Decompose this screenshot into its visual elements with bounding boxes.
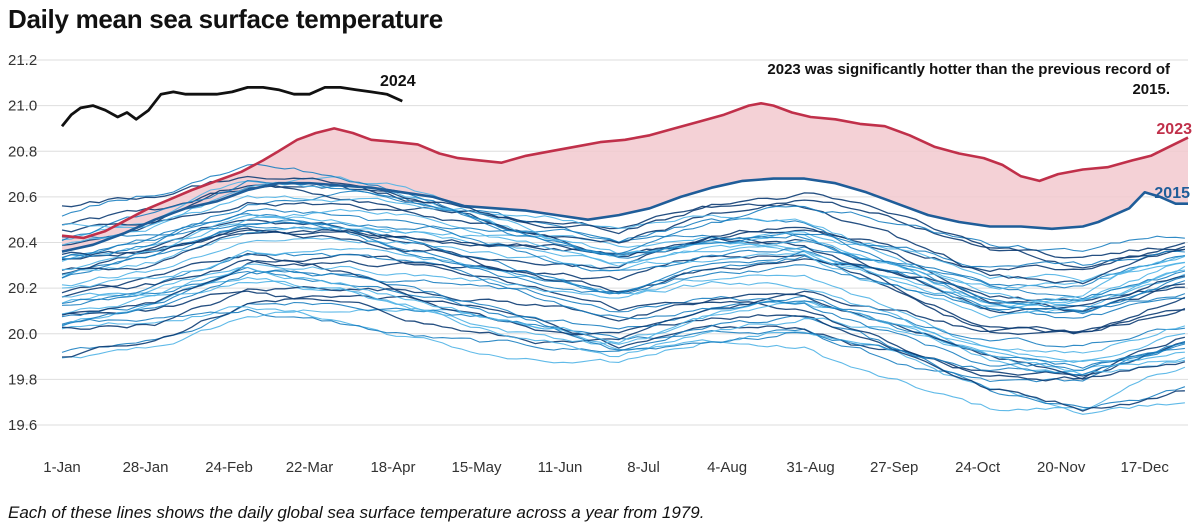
x-tick-label: 17-Dec bbox=[1121, 459, 1170, 476]
y-tick-label: 20.0 bbox=[8, 326, 37, 343]
series-label-2015: 2015 bbox=[1154, 185, 1190, 202]
historic-year-line bbox=[61, 226, 1185, 305]
x-tick-label: 20-Nov bbox=[1037, 459, 1086, 476]
historic-year-line bbox=[61, 253, 1185, 333]
historic-year-line bbox=[61, 195, 1186, 306]
historic-year-line bbox=[61, 280, 1186, 376]
series-line-2024 bbox=[60, 86, 403, 128]
historic-year-line bbox=[61, 175, 1186, 259]
historic-year-line bbox=[61, 254, 1186, 335]
x-tick-label: 24-Oct bbox=[955, 459, 1001, 476]
x-tick-label: 27-Sep bbox=[870, 459, 918, 476]
y-tick-label: 19.6 bbox=[8, 417, 37, 434]
series-label-2023: 2023 bbox=[1156, 121, 1192, 138]
series-labels: 2024 2023 2015 bbox=[380, 73, 1192, 202]
x-tick-label: 11-Jun bbox=[538, 459, 583, 476]
y-tick-label: 20.8 bbox=[8, 143, 37, 160]
y-tick-label: 20.6 bbox=[8, 189, 37, 206]
x-tick-label: 18-Apr bbox=[370, 459, 415, 476]
x-tick-label: 22-Mar bbox=[286, 459, 334, 476]
historic-year-line bbox=[61, 301, 1186, 383]
historic-year-line bbox=[61, 226, 1185, 313]
historic-year-line bbox=[61, 180, 1185, 268]
y-axis: 21.2 21.0 20.8 20.6 20.4 20.2 20.0 19.8 19.6 bbox=[8, 52, 37, 434]
y-tick-label: 20.2 bbox=[8, 280, 37, 297]
x-tick-label: 4-Aug bbox=[707, 459, 747, 476]
y-tick-label: 20.4 bbox=[8, 235, 37, 252]
historic-year-line bbox=[61, 237, 1186, 319]
difference-shading bbox=[62, 103, 1188, 252]
x-tick-label: 24-Feb bbox=[205, 459, 253, 476]
annotation-line-2: 2015. bbox=[1132, 81, 1170, 98]
historic-year-line bbox=[61, 270, 1185, 376]
series-line-2015 bbox=[61, 177, 1188, 253]
annotation: 2023 was significantly hotter than the p… bbox=[767, 61, 1171, 98]
historic-year-line bbox=[61, 252, 1185, 348]
historic-year-line bbox=[61, 184, 1186, 273]
historic-year-line bbox=[61, 208, 1186, 308]
historic-year-line bbox=[61, 252, 1186, 380]
y-tick-label: 19.8 bbox=[8, 371, 37, 388]
highlight-year-lines bbox=[60, 86, 1189, 253]
x-axis: 1-Jan 28-Jan 24-Feb 22-Mar 18-Apr 15-May 11-Ju… bbox=[43, 459, 1169, 476]
historic-year-line bbox=[61, 230, 1186, 314]
historic-year-line bbox=[61, 294, 1186, 377]
y-tick-label: 21.0 bbox=[8, 98, 37, 115]
historic-year-line bbox=[61, 285, 1186, 382]
historic-year-line bbox=[61, 190, 1185, 289]
x-tick-label: 8-Jul bbox=[627, 459, 660, 476]
chart-caption: Each of these lines shows the daily glob… bbox=[8, 503, 705, 522]
historic-year-line bbox=[61, 217, 1186, 313]
historic-year-line bbox=[61, 176, 1186, 290]
sea-surface-temperature-chart: 21.2 21.0 20.8 20.6 20.4 20.2 20.0 19.8 19.6 1-J… bbox=[8, 52, 1192, 476]
x-tick-label: 28-Jan bbox=[123, 459, 169, 476]
historic-year-line bbox=[61, 225, 1185, 319]
historic-year-line bbox=[61, 269, 1186, 371]
annotation-line-1: 2023 was significantly hotter than the p… bbox=[767, 61, 1171, 78]
chart-title: Daily mean sea surface temperature bbox=[8, 4, 443, 34]
historic-year-line bbox=[61, 185, 1186, 269]
x-tick-label: 15-May bbox=[452, 459, 503, 476]
historic-year-line bbox=[61, 201, 1185, 285]
series-line-2023 bbox=[61, 102, 1189, 240]
historic-year-line bbox=[61, 308, 1186, 409]
historic-year-line bbox=[61, 208, 1186, 300]
series-label-2024: 2024 bbox=[380, 73, 416, 90]
historic-year-line bbox=[61, 266, 1186, 372]
historic-year-line bbox=[61, 276, 1185, 363]
x-tick-label: 31-Aug bbox=[786, 459, 834, 476]
historic-year-line bbox=[61, 290, 1185, 412]
historic-year-lines bbox=[61, 163, 1186, 415]
difference-area bbox=[62, 103, 1188, 252]
historic-year-line bbox=[61, 163, 1185, 255]
historic-year-line bbox=[61, 213, 1186, 308]
historic-year-line bbox=[61, 306, 1185, 415]
x-tick-label: 1-Jan bbox=[43, 459, 81, 476]
y-tick-label: 21.2 bbox=[8, 52, 37, 69]
